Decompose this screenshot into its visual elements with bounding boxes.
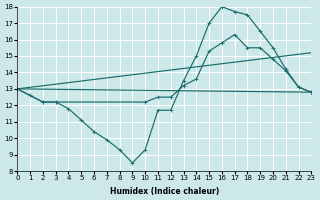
X-axis label: Humidex (Indice chaleur): Humidex (Indice chaleur): [110, 187, 219, 196]
